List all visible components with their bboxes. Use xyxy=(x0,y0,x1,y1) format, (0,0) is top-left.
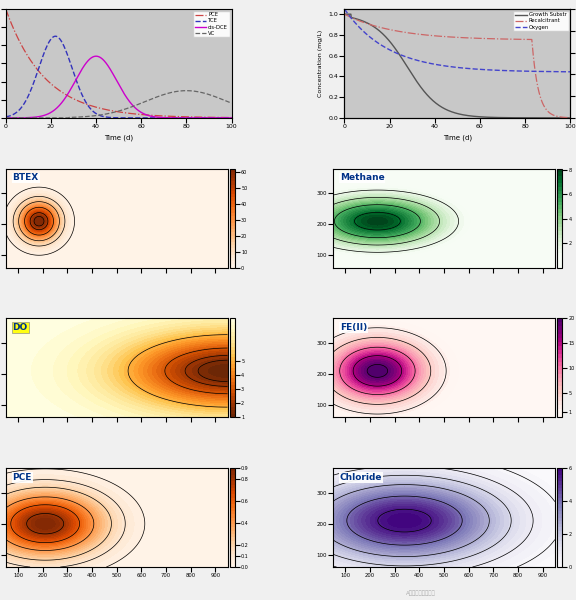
Y-axis label: Concentration (mg/L): Concentration (mg/L) xyxy=(318,30,323,97)
cis-DCE xyxy=(42,111,49,118)
VC xyxy=(153,94,160,101)
PCE xyxy=(135,111,142,118)
Line: PCE: PCE xyxy=(6,9,232,118)
Recalcitrant xyxy=(381,25,388,32)
Growth Substr xyxy=(341,11,348,18)
Oxygen xyxy=(399,52,406,59)
PCE xyxy=(42,75,49,82)
Oxygen xyxy=(511,67,518,74)
Growth Substr xyxy=(511,114,518,121)
Text: DO: DO xyxy=(13,323,28,332)
PCE xyxy=(104,106,111,113)
Line: TCE: TCE xyxy=(6,36,232,118)
TCE xyxy=(60,43,67,50)
VC xyxy=(135,101,142,108)
Growth Substr xyxy=(399,56,406,63)
cis-DCE xyxy=(93,53,100,60)
cis-DCE xyxy=(153,113,160,121)
VC xyxy=(104,110,111,117)
Oxygen xyxy=(492,67,499,74)
Recalcitrant xyxy=(443,33,450,40)
X-axis label: Time (d): Time (d) xyxy=(443,134,472,141)
TCE xyxy=(2,113,9,121)
Text: A尚研修得技术平台: A尚研修得技术平台 xyxy=(406,590,435,596)
Legend: PCE, TCE, cis-DCE, VC: PCE, TCE, cis-DCE, VC xyxy=(193,11,230,37)
TCE xyxy=(136,114,143,121)
PCE xyxy=(2,5,9,13)
Oxygen xyxy=(474,65,481,73)
TCE xyxy=(173,114,180,121)
TCE xyxy=(105,114,112,121)
Text: Chloride: Chloride xyxy=(340,473,382,482)
Legend: Growth Substr, Recalcitrant, Oxygen: Growth Substr, Recalcitrant, Oxygen xyxy=(513,11,569,31)
Recalcitrant xyxy=(492,35,499,43)
TCE xyxy=(42,45,49,52)
Oxygen xyxy=(381,43,388,50)
VC xyxy=(183,87,190,94)
Growth Substr xyxy=(381,32,388,39)
Text: PCE: PCE xyxy=(13,473,32,482)
VC xyxy=(172,88,179,95)
cis-DCE xyxy=(2,114,9,121)
Line: cis-DCE: cis-DCE xyxy=(6,56,232,118)
Text: FE(II): FE(II) xyxy=(340,323,367,332)
VC xyxy=(42,114,49,121)
TCE xyxy=(228,114,235,121)
Oxygen xyxy=(443,62,450,70)
PCE xyxy=(172,113,179,120)
VC xyxy=(60,114,67,121)
Text: BTEX: BTEX xyxy=(13,173,39,182)
Recalcitrant xyxy=(341,11,348,18)
PCE xyxy=(228,114,235,121)
Recalcitrant xyxy=(474,35,481,42)
TCE xyxy=(52,32,59,40)
Recalcitrant xyxy=(399,28,406,35)
Text: Methane: Methane xyxy=(340,173,384,182)
cis-DCE xyxy=(173,114,180,121)
Line: Recalcitrant: Recalcitrant xyxy=(344,14,570,118)
cis-DCE xyxy=(228,114,235,121)
Growth Substr xyxy=(443,106,450,113)
Oxygen xyxy=(341,5,348,13)
PCE xyxy=(60,90,67,97)
cis-DCE xyxy=(136,107,143,115)
Growth Substr xyxy=(567,114,574,121)
Line: Growth Substr: Growth Substr xyxy=(344,14,570,118)
cis-DCE xyxy=(60,97,67,104)
Line: Oxygen: Oxygen xyxy=(344,9,570,72)
Growth Substr xyxy=(492,114,499,121)
cis-DCE xyxy=(105,62,112,70)
Recalcitrant xyxy=(511,35,518,43)
VC xyxy=(2,114,9,121)
TCE xyxy=(153,114,160,121)
Recalcitrant xyxy=(567,114,574,121)
PCE xyxy=(153,112,160,119)
Growth Substr xyxy=(474,113,481,120)
Line: VC: VC xyxy=(6,91,232,118)
X-axis label: Time (d): Time (d) xyxy=(104,134,133,141)
VC xyxy=(228,100,235,107)
Oxygen xyxy=(567,68,574,76)
